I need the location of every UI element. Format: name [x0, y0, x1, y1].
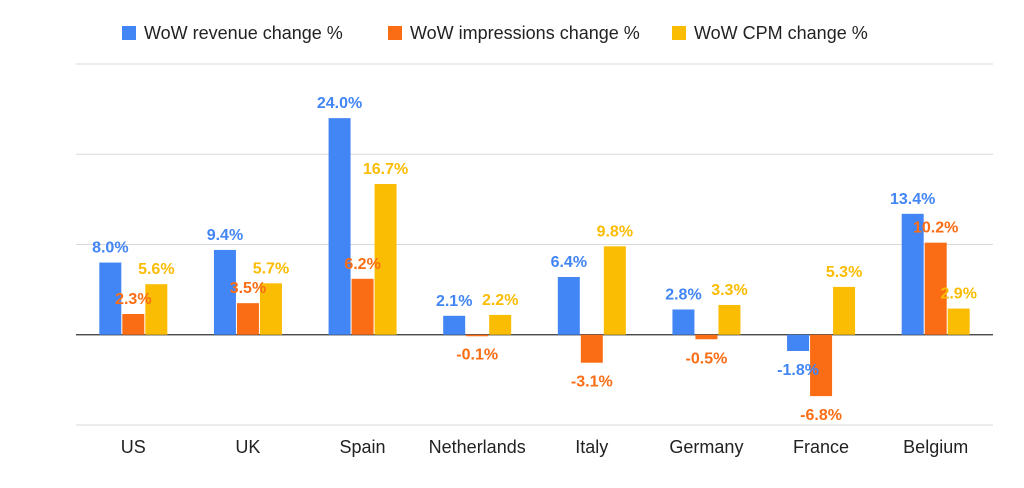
data-label-netherlands-series-0: 2.1% — [436, 293, 472, 310]
bar-us-series-0 — [99, 262, 122, 335]
bar-spain-series-2 — [374, 184, 397, 335]
category-label-belgium: Belgium — [903, 437, 968, 457]
data-label-france-series-2: 5.3% — [826, 264, 862, 281]
data-label-france-series-0: -1.8% — [777, 362, 819, 379]
data-label-belgium-series-0: 13.4% — [890, 191, 935, 208]
data-label-uk-series-0: 9.4% — [207, 227, 243, 244]
data-label-uk-series-2: 5.7% — [253, 260, 289, 277]
data-label-germany-series-0: 2.8% — [665, 286, 701, 303]
data-label-germany-series-2: 3.3% — [711, 282, 747, 299]
bar-italy-series-0 — [557, 276, 580, 335]
legend-swatch — [388, 26, 402, 40]
legend-label: WoW impressions change % — [410, 23, 640, 43]
data-label-germany-series-1: -0.5% — [686, 350, 728, 367]
bar-france-series-0 — [787, 334, 810, 351]
bar-france-series-2 — [833, 286, 856, 335]
bar-netherlands-series-0 — [443, 315, 466, 335]
legend-item-1: WoW impressions change % — [388, 23, 640, 43]
bar-us-series-2 — [145, 284, 168, 335]
category-label-germany: Germany — [669, 437, 743, 457]
bar-netherlands-series-2 — [489, 314, 512, 335]
legend-label: WoW revenue change % — [144, 23, 343, 43]
data-label-netherlands-series-2: 2.2% — [482, 292, 518, 309]
data-label-belgium-series-1: 10.2% — [913, 220, 958, 237]
bar-germany-series-0 — [672, 309, 695, 335]
bar-uk-series-1 — [236, 303, 259, 335]
bar-spain-series-1 — [351, 278, 374, 335]
category-label-netherlands: Netherlands — [429, 437, 526, 457]
data-label-spain-series-0: 24.0% — [317, 95, 362, 112]
data-label-belgium-series-2: 2.9% — [940, 286, 976, 303]
bar-germany-series-2 — [718, 304, 741, 335]
bar-belgium-series-1 — [924, 242, 947, 335]
bar-uk-series-0 — [213, 249, 236, 335]
category-label-us: US — [121, 437, 146, 457]
bar-belgium-series-0 — [901, 213, 924, 335]
category-labels: US UK Spain Netherlands Italy Germany France Be… — [121, 437, 968, 457]
category-label-france: France — [793, 437, 849, 457]
category-label-uk: UK — [235, 437, 260, 457]
bar-uk-series-2 — [259, 283, 282, 335]
data-label-italy-series-2: 9.8% — [597, 223, 633, 240]
legend-item-2: WoW CPM change % — [672, 23, 868, 43]
bar-italy-series-2 — [603, 246, 626, 335]
data-label-spain-series-1: 6.2% — [344, 256, 380, 273]
legend-label: WoW CPM change % — [694, 23, 868, 43]
bar-italy-series-1 — [580, 334, 603, 363]
bars — [99, 118, 970, 397]
data-label-us-series-0: 8.0% — [92, 240, 128, 257]
legend-item-0: WoW revenue change % — [122, 23, 343, 43]
data-label-italy-series-1: -3.1% — [571, 374, 613, 391]
legend-swatch — [672, 26, 686, 40]
data-label-uk-series-1: 3.5% — [230, 280, 266, 297]
data-label-netherlands-series-1: -0.1% — [456, 347, 498, 364]
legend-swatch — [122, 26, 136, 40]
legend: WoW revenue change % WoW impressions chan… — [122, 23, 868, 43]
data-label-us-series-1: 2.3% — [115, 291, 151, 308]
bar-france-series-1 — [810, 334, 833, 397]
gridlines — [76, 63, 993, 426]
bar-netherlands-series-1 — [466, 334, 489, 337]
data-label-france-series-1: -6.8% — [800, 407, 842, 424]
bar-us-series-1 — [122, 313, 145, 335]
bar-germany-series-1 — [695, 334, 718, 340]
data-label-us-series-2: 5.6% — [138, 261, 174, 278]
data-label-italy-series-0: 6.4% — [551, 254, 587, 271]
category-label-spain: Spain — [340, 437, 386, 457]
category-label-italy: Italy — [575, 437, 608, 457]
data-label-spain-series-2: 16.7% — [363, 161, 408, 178]
bar-spain-series-0 — [328, 118, 351, 335]
bar-belgium-series-2 — [947, 308, 970, 335]
data-labels: 8.0% 2.3% 5.6% 9.4% 3.5% 5.7% 24.0% 6.2% 16.7% 2.… — [92, 95, 977, 424]
